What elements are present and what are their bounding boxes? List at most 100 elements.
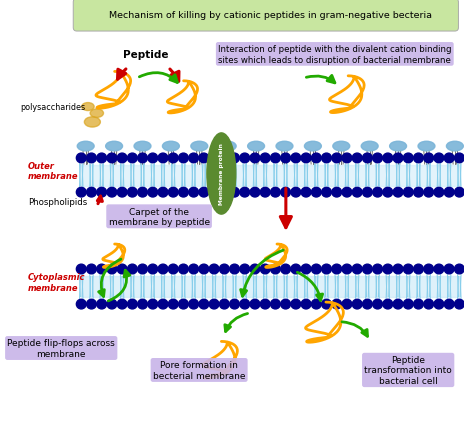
Circle shape xyxy=(424,300,434,309)
Circle shape xyxy=(455,300,464,309)
Circle shape xyxy=(424,265,434,274)
Circle shape xyxy=(291,265,301,274)
Circle shape xyxy=(414,265,423,274)
FancyArrowPatch shape xyxy=(139,74,177,83)
Circle shape xyxy=(281,154,291,163)
Circle shape xyxy=(281,188,291,198)
Circle shape xyxy=(383,188,392,198)
Circle shape xyxy=(107,154,117,163)
Circle shape xyxy=(455,154,464,163)
Circle shape xyxy=(260,154,270,163)
Circle shape xyxy=(117,188,127,198)
Ellipse shape xyxy=(276,142,293,152)
Circle shape xyxy=(260,300,270,309)
Ellipse shape xyxy=(447,142,464,152)
Circle shape xyxy=(342,300,352,309)
Circle shape xyxy=(199,188,209,198)
FancyArrowPatch shape xyxy=(118,70,126,80)
Ellipse shape xyxy=(191,142,208,152)
Circle shape xyxy=(332,265,342,274)
Circle shape xyxy=(240,265,250,274)
Ellipse shape xyxy=(77,142,94,152)
Circle shape xyxy=(250,265,260,274)
Circle shape xyxy=(76,188,86,198)
Text: Membrane protein: Membrane protein xyxy=(219,143,224,205)
Circle shape xyxy=(342,265,352,274)
Circle shape xyxy=(128,300,137,309)
Circle shape xyxy=(199,300,209,309)
Circle shape xyxy=(209,300,219,309)
Circle shape xyxy=(260,265,270,274)
Circle shape xyxy=(97,154,107,163)
Circle shape xyxy=(434,300,444,309)
Ellipse shape xyxy=(106,142,123,152)
Text: Peptide
transformation into
bacterial cell: Peptide transformation into bacterial ce… xyxy=(365,355,452,385)
Ellipse shape xyxy=(90,110,103,118)
Circle shape xyxy=(107,188,117,198)
Circle shape xyxy=(444,188,454,198)
Circle shape xyxy=(219,265,229,274)
Circle shape xyxy=(393,265,403,274)
Circle shape xyxy=(393,188,403,198)
Circle shape xyxy=(179,154,188,163)
Circle shape xyxy=(291,188,301,198)
Circle shape xyxy=(168,265,178,274)
Text: Outer
membrane: Outer membrane xyxy=(28,161,78,180)
Circle shape xyxy=(363,265,372,274)
Circle shape xyxy=(434,154,444,163)
Circle shape xyxy=(148,300,158,309)
Circle shape xyxy=(271,188,280,198)
Circle shape xyxy=(97,188,107,198)
Text: Mechanism of killing by cationic peptides in gram-negative becteria: Mechanism of killing by cationic peptide… xyxy=(109,11,432,20)
Circle shape xyxy=(403,154,413,163)
Circle shape xyxy=(189,188,199,198)
Circle shape xyxy=(250,300,260,309)
Circle shape xyxy=(403,300,413,309)
Circle shape xyxy=(424,188,434,198)
Ellipse shape xyxy=(361,142,378,152)
Ellipse shape xyxy=(82,103,94,111)
Ellipse shape xyxy=(390,142,407,152)
Circle shape xyxy=(281,265,291,274)
Bar xyxy=(81,277,459,297)
Circle shape xyxy=(179,300,188,309)
Circle shape xyxy=(434,188,444,198)
Circle shape xyxy=(76,154,86,163)
Circle shape xyxy=(301,300,311,309)
Circle shape xyxy=(321,265,331,274)
Circle shape xyxy=(444,154,454,163)
Circle shape xyxy=(87,300,96,309)
Circle shape xyxy=(107,300,117,309)
Circle shape xyxy=(301,154,311,163)
Circle shape xyxy=(291,300,301,309)
Circle shape xyxy=(352,188,362,198)
FancyArrowPatch shape xyxy=(342,322,367,336)
Circle shape xyxy=(250,154,260,163)
Circle shape xyxy=(414,154,423,163)
FancyArrowPatch shape xyxy=(280,189,292,228)
Circle shape xyxy=(383,265,392,274)
Circle shape xyxy=(363,300,372,309)
Circle shape xyxy=(444,300,454,309)
Circle shape xyxy=(158,265,168,274)
Bar xyxy=(81,165,459,186)
Circle shape xyxy=(97,265,107,274)
Circle shape xyxy=(179,188,188,198)
FancyBboxPatch shape xyxy=(73,0,458,32)
Circle shape xyxy=(229,300,239,309)
Circle shape xyxy=(434,265,444,274)
Circle shape xyxy=(107,265,117,274)
Circle shape xyxy=(444,265,454,274)
Circle shape xyxy=(260,188,270,198)
Circle shape xyxy=(424,154,434,163)
Circle shape xyxy=(219,188,229,198)
FancyArrowPatch shape xyxy=(225,314,247,332)
Ellipse shape xyxy=(163,142,179,152)
Circle shape xyxy=(117,154,127,163)
Circle shape xyxy=(383,154,392,163)
Circle shape xyxy=(342,154,352,163)
Circle shape xyxy=(219,300,229,309)
Circle shape xyxy=(240,154,250,163)
FancyArrowPatch shape xyxy=(97,197,102,204)
Circle shape xyxy=(311,300,321,309)
